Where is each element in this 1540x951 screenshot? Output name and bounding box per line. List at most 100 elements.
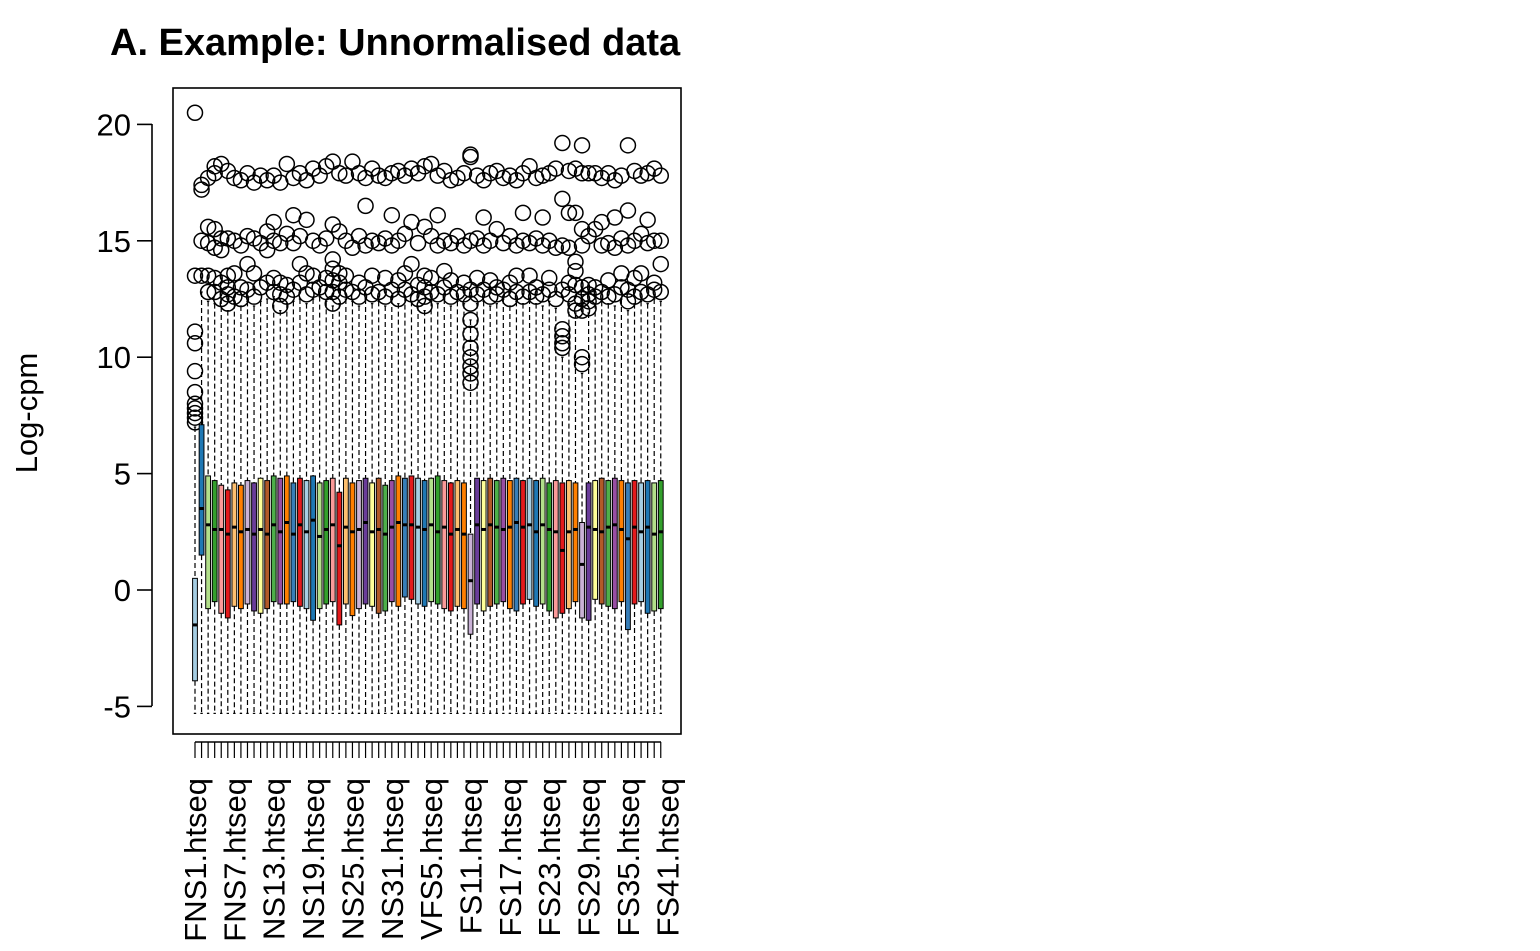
box	[644, 480, 651, 614]
box	[290, 482, 297, 603]
box	[329, 477, 336, 603]
box	[506, 480, 513, 610]
outlier-point	[416, 297, 433, 315]
x-tick-label: NS31.htseq	[375, 778, 410, 940]
outlier-point	[462, 365, 479, 382]
outlier-point	[632, 167, 650, 184]
outlier-point	[540, 269, 558, 287]
outlier-point	[619, 202, 637, 219]
outlier-point	[573, 355, 591, 373]
x-tick-label: NS19.htseq	[296, 778, 331, 940]
box	[513, 477, 520, 612]
outlier-point	[554, 190, 571, 208]
outlier-point	[514, 204, 532, 222]
y-tick-label: 5	[114, 457, 131, 492]
outlier-point	[186, 395, 204, 413]
outlier-point	[606, 209, 624, 226]
outlier-point	[186, 383, 204, 401]
box	[362, 477, 369, 605]
box-group	[258, 172, 276, 714]
box-group	[626, 162, 643, 714]
x-tick-label: FS35.htseq	[611, 778, 646, 937]
outlier-point	[652, 255, 670, 273]
box-group	[403, 160, 420, 714]
outlier-point	[186, 362, 204, 380]
outlier-point	[593, 237, 610, 254]
outlier-point	[383, 165, 401, 182]
box	[375, 477, 382, 614]
outlier-point	[554, 327, 571, 345]
box	[408, 475, 415, 600]
box-group	[311, 167, 328, 714]
outlier-point	[186, 104, 204, 122]
outlier-point	[560, 162, 578, 180]
y-tick-label: -5	[103, 689, 131, 724]
y-axis-label: Log-cpm	[9, 353, 44, 474]
box-group	[527, 169, 545, 714]
box	[421, 480, 428, 607]
x-tick-label: FS11.htseq	[454, 778, 489, 934]
box-group	[409, 165, 427, 714]
outlier-point	[455, 165, 473, 182]
outlier-point	[534, 209, 551, 226]
outlier-point	[600, 288, 617, 305]
box	[631, 480, 638, 605]
box-group	[488, 162, 506, 714]
outlier-point	[554, 339, 571, 357]
box	[402, 477, 408, 598]
box-group	[534, 167, 551, 714]
box-group	[219, 162, 237, 714]
box	[369, 482, 376, 607]
box	[415, 477, 421, 605]
outlier-point	[193, 232, 210, 250]
outlier-point	[652, 283, 670, 301]
box	[395, 475, 402, 607]
outlier-point	[567, 262, 584, 280]
outlier-point	[331, 265, 348, 282]
box-group	[272, 174, 289, 714]
outlier-point	[219, 230, 237, 247]
box	[592, 480, 599, 600]
outlier-point	[632, 283, 650, 301]
box-group	[370, 167, 387, 714]
box-group	[324, 153, 342, 714]
box-group	[376, 169, 394, 714]
outlier-point	[619, 137, 637, 154]
box-group	[619, 137, 637, 714]
outlier-point	[442, 172, 460, 189]
box	[625, 482, 631, 631]
box	[342, 477, 349, 605]
outlier-point	[278, 155, 296, 173]
box-group	[521, 158, 538, 714]
outlier-point	[337, 167, 355, 184]
box	[572, 482, 579, 603]
box	[428, 477, 435, 603]
outlier-point	[462, 146, 479, 163]
y-tick-label: 15	[97, 224, 131, 259]
box	[520, 480, 526, 605]
box	[303, 480, 310, 610]
outlier-point	[462, 374, 479, 392]
box-group	[239, 165, 256, 714]
outlier-point	[265, 213, 282, 231]
outlier-point	[186, 409, 204, 426]
outlier-point	[554, 321, 571, 338]
outlier-point	[272, 274, 289, 291]
box	[224, 489, 231, 619]
box-group	[390, 162, 407, 714]
outlier-point	[186, 323, 204, 340]
box-group	[357, 169, 374, 714]
box-group	[278, 155, 296, 714]
box-group	[462, 146, 479, 714]
outlier-point	[317, 230, 335, 247]
box	[336, 491, 343, 626]
outlier-point	[416, 158, 433, 175]
outlier-point	[324, 251, 342, 268]
outlier-point	[514, 232, 532, 250]
box-group	[429, 167, 446, 714]
box-group	[396, 167, 414, 714]
box-group	[252, 167, 269, 714]
outlier-point	[508, 267, 525, 284]
outlier-point	[199, 283, 217, 301]
outlier-point	[186, 414, 204, 431]
